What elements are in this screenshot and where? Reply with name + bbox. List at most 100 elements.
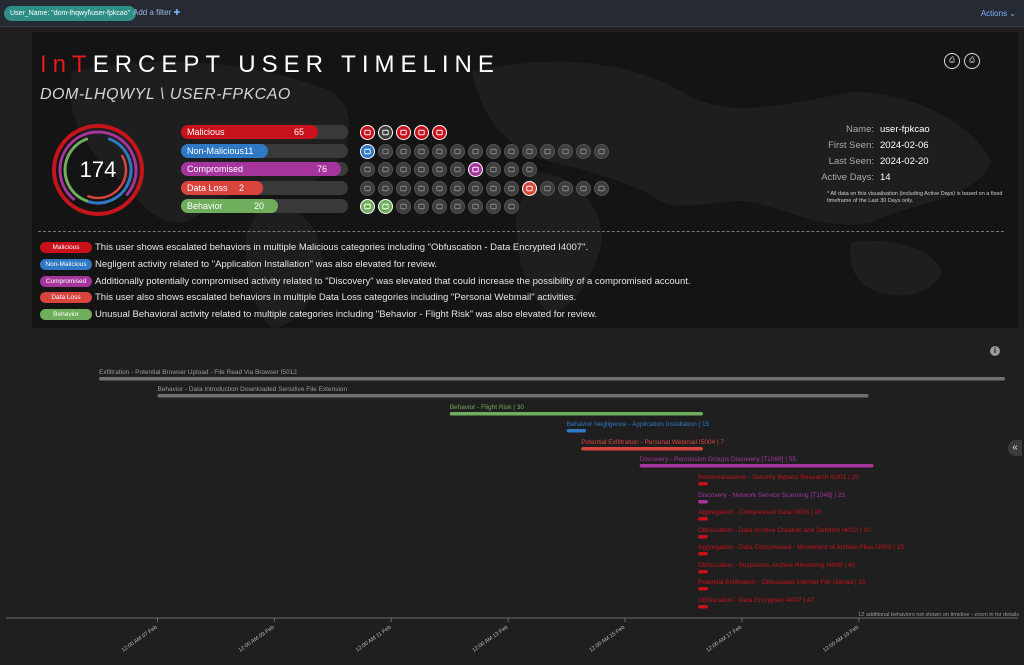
clock-icon[interactable] (396, 143, 411, 159)
camera-icon[interactable] (378, 180, 393, 196)
summary-badge: Behavior (40, 309, 92, 321)
image-icon-glyph (526, 148, 533, 154)
timeline-item-bar[interactable] (566, 429, 587, 433)
timeline-item-bar[interactable] (157, 394, 869, 398)
add-filter-link[interactable]: Add a filter ✚ (133, 8, 180, 17)
minus-icon[interactable] (414, 143, 429, 159)
timeline-item-bar[interactable] (698, 570, 708, 574)
collapse-panel-button[interactable]: « (1008, 440, 1022, 456)
monitor-icon[interactable] (468, 162, 483, 177)
copy-icon[interactable] (558, 143, 573, 159)
chat-icon[interactable] (414, 162, 429, 177)
timeline-item-bar[interactable] (698, 605, 708, 609)
briefcase-icon[interactable] (360, 199, 375, 214)
timeline-item-bar[interactable] (698, 500, 708, 504)
image-icon[interactable] (522, 143, 537, 159)
timeline-item-bar[interactable] (698, 552, 708, 556)
user-icon[interactable] (360, 162, 375, 177)
person-icon[interactable] (396, 199, 411, 214)
axis-tick-label: 12:00 AM 09 Feb (238, 625, 276, 654)
archive-icon[interactable] (360, 180, 375, 196)
camera-icon-shape (382, 185, 389, 191)
gear-icon[interactable] (432, 162, 447, 177)
info-icon[interactable]: i (990, 346, 1000, 356)
edit-icon-shape (418, 203, 425, 210)
printer-icon-shape (436, 148, 443, 154)
lock-icon[interactable] (396, 162, 411, 177)
monitor-icon[interactable] (504, 143, 519, 159)
category-bar-data-loss[interactable]: Data Loss 2 (181, 180, 348, 195)
category-bar-malicious[interactable]: Malicious 65 (181, 125, 348, 139)
card-icon[interactable] (504, 180, 519, 196)
drive-icon[interactable] (576, 180, 591, 196)
timeline-item-bar[interactable] (581, 447, 703, 451)
lock-icon[interactable] (468, 199, 483, 214)
filter-pill[interactable]: User_Name: "dom-lhqwyl\user-fpkcao" (4, 6, 137, 21)
usb-icon[interactable] (450, 143, 465, 159)
screen-icon[interactable] (522, 180, 537, 196)
mail-icon[interactable] (414, 125, 429, 140)
bluetooth-icon[interactable] (414, 180, 429, 196)
cloud-icon[interactable] (432, 180, 447, 196)
globe-icon[interactable] (378, 143, 393, 159)
timeline-item-bar[interactable] (449, 412, 703, 416)
printer-icon[interactable] (432, 143, 447, 159)
screen-icon[interactable] (486, 162, 501, 177)
list-icon-shape (490, 148, 497, 154)
key-icon-glyph (382, 166, 389, 173)
network-icon[interactable] (558, 180, 573, 196)
flag-icon[interactable] (486, 199, 501, 214)
file-lock-icon[interactable] (396, 125, 411, 140)
pdf-landscape-icon[interactable]: ⎙ (944, 53, 960, 69)
timeline-item-bar[interactable] (698, 517, 708, 521)
terminal-icon[interactable] (504, 162, 519, 177)
summary-badge: Non-Malicious (40, 258, 92, 270)
chevron-down-icon: ⌄ (1009, 9, 1016, 18)
category-bar-fill (181, 125, 318, 139)
timeline-item-bar[interactable] (698, 482, 708, 486)
pdf-portrait-icon[interactable]: ⎙ (964, 53, 980, 69)
actions-link[interactable]: Actions ⌄ (981, 9, 1016, 18)
timeline-item-bar[interactable] (639, 464, 874, 468)
search-icon[interactable] (360, 125, 375, 140)
plus-icon: ✚ (173, 8, 181, 17)
flight-icon[interactable] (378, 199, 393, 214)
category-bar-compromised[interactable]: Compromised 76 (181, 162, 348, 176)
server-icon[interactable] (540, 180, 555, 196)
calendar-icon[interactable] (576, 143, 591, 159)
list-icon[interactable] (486, 143, 501, 159)
document-icon[interactable] (540, 143, 555, 159)
badge-icon[interactable] (432, 199, 447, 214)
tablet-icon[interactable] (468, 180, 483, 196)
wifi-icon[interactable] (450, 180, 465, 196)
laptop-icon[interactable] (594, 143, 609, 159)
category-icon-row (360, 199, 519, 214)
phone-icon[interactable] (396, 180, 411, 196)
export-icon-shape (436, 129, 443, 136)
category-bar-behavior[interactable]: Behavior 20 (181, 199, 348, 213)
axis-tick-label: 12:00 AM 13 Feb (472, 625, 510, 654)
bell-icon[interactable] (504, 199, 519, 214)
magnifier-icon[interactable] (450, 162, 465, 177)
envelope-icon[interactable] (486, 180, 501, 196)
network-icon-glyph (562, 185, 569, 191)
key-icon[interactable] (378, 162, 393, 177)
export-icon[interactable] (432, 125, 447, 140)
category-bar-non-malicious[interactable]: Non-Malicious 11 (181, 143, 348, 158)
page-subtitle: DOM-LHQWYL \ USER-FPKCAO (40, 86, 291, 103)
folder-icon[interactable] (468, 143, 483, 159)
timeline-item-bar[interactable] (698, 535, 708, 539)
summary-text: Negligent activity related to "Applicati… (95, 258, 438, 270)
flag-icon-shape (490, 203, 497, 210)
display-icon[interactable] (522, 162, 537, 177)
download-icon[interactable] (360, 143, 375, 159)
timeline-item-label: Potential Exfiltration - Obfuscated Inte… (698, 579, 866, 586)
axis-tick-label: 12:00 AM 17 Feb (705, 625, 743, 654)
timeline-item-bar[interactable] (99, 377, 1005, 381)
edit-icon[interactable] (414, 199, 429, 214)
timeline-item-bar[interactable] (698, 587, 708, 591)
timeline-item-label: Behavior - Flight Risk | 30 (450, 404, 525, 411)
share-icon[interactable] (594, 180, 609, 196)
chart-icon[interactable] (450, 199, 465, 214)
shield-icon[interactable] (378, 125, 393, 140)
